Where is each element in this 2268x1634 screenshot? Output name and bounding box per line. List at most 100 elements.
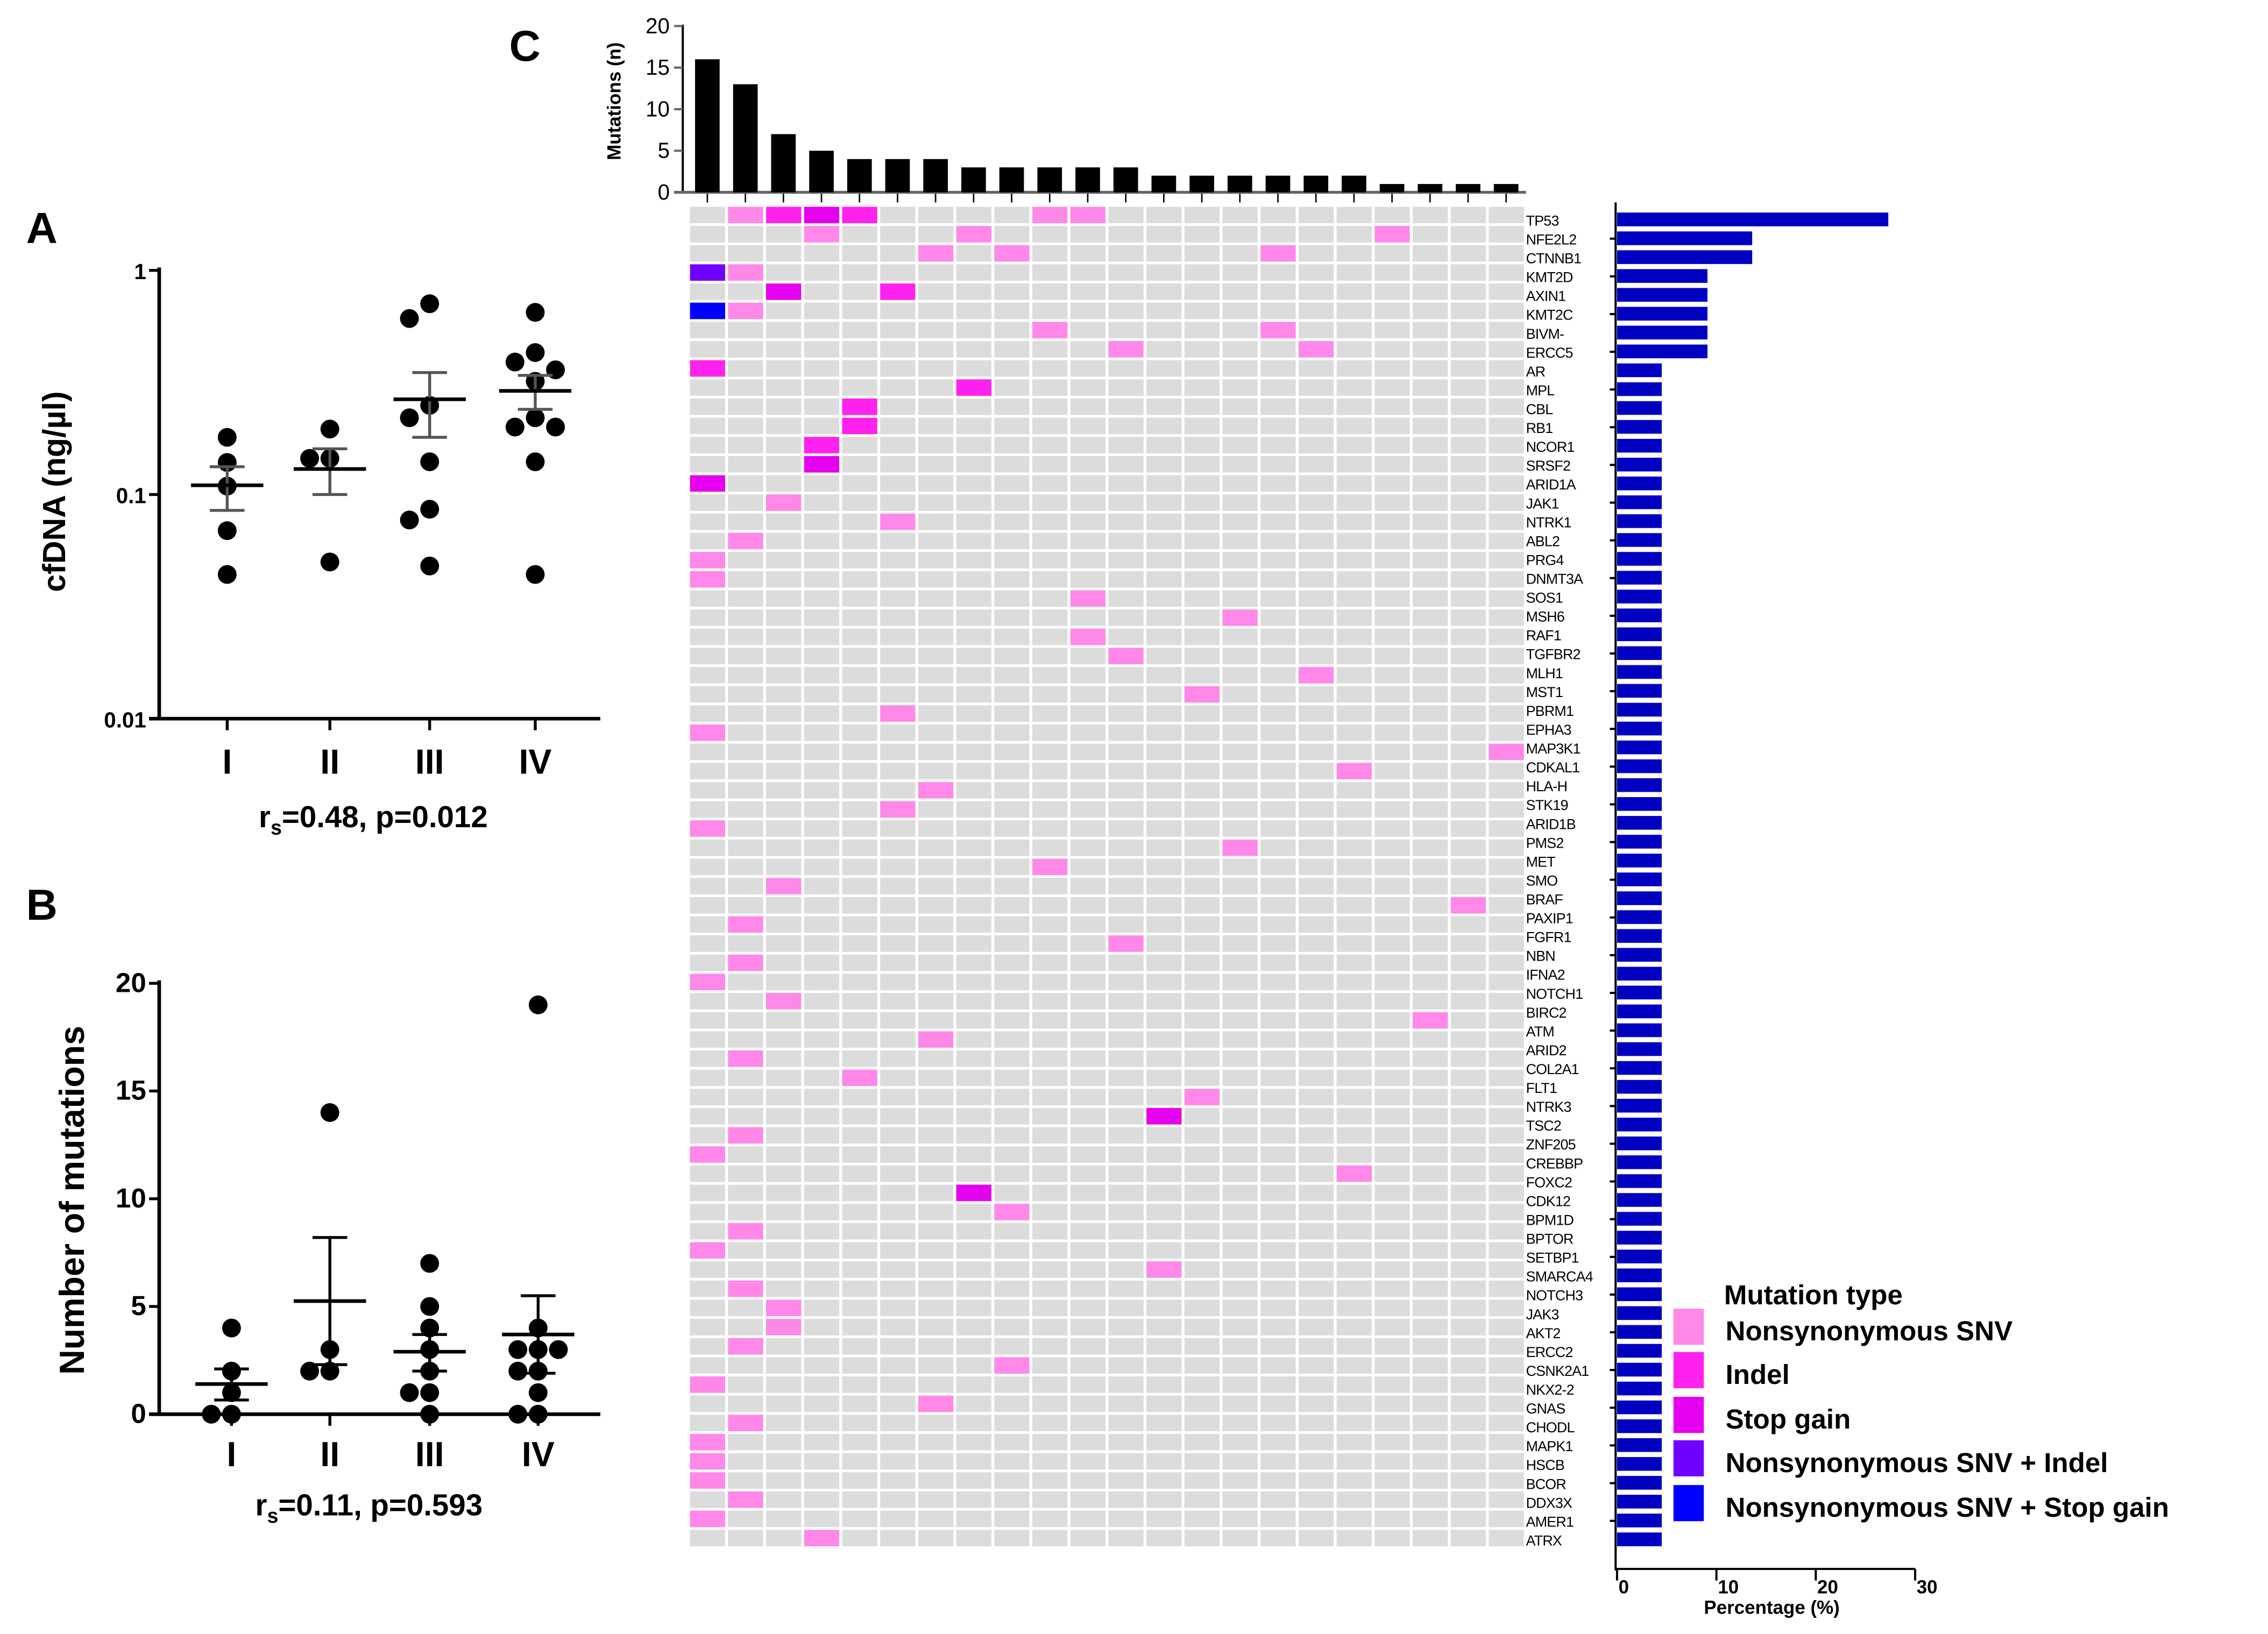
- empty-cell: [1413, 513, 1448, 530]
- empty-cell: [956, 878, 991, 894]
- empty-cell: [1108, 782, 1144, 799]
- empty-cell: [994, 1280, 1030, 1297]
- gene-frequency-bar: [1617, 759, 1662, 773]
- empty-cell: [1032, 1089, 1068, 1105]
- gene-frequency-bar: [1617, 1400, 1662, 1415]
- empty-cell: [1336, 1530, 1372, 1546]
- empty-cell: [1260, 801, 1296, 818]
- gene-label: SRSF2: [1526, 458, 1571, 474]
- empty-cell: [1336, 782, 1372, 799]
- empty-cell: [994, 379, 1030, 396]
- gene-label: JAK3: [1526, 1306, 1559, 1323]
- mutation-cell-snv: [766, 993, 802, 1010]
- empty-cell: [1108, 322, 1144, 339]
- empty-cell: [804, 743, 840, 761]
- empty-cell: [1298, 1204, 1334, 1220]
- empty-cell: [880, 245, 916, 262]
- empty-cell: [1336, 379, 1372, 396]
- empty-cell: [1489, 1338, 1524, 1355]
- empty-cell: [1184, 1012, 1220, 1029]
- empty-cell: [1450, 207, 1486, 224]
- empty-cell: [1108, 1376, 1144, 1393]
- empty-cell: [842, 302, 877, 319]
- empty-cell: [994, 1530, 1030, 1546]
- empty-cell: [1032, 1491, 1068, 1508]
- empty-cell: [842, 1453, 877, 1470]
- empty-cell: [994, 1415, 1030, 1432]
- empty-cell: [690, 590, 725, 607]
- gene-frequency-bar: [1617, 438, 1662, 453]
- empty-cell: [1450, 839, 1486, 856]
- empty-cell: [1298, 1089, 1334, 1105]
- gene-label: BPTOR: [1526, 1231, 1574, 1247]
- empty-cell: [1298, 1472, 1334, 1489]
- empty-cell: [1184, 1223, 1220, 1240]
- empty-cell: [1108, 1453, 1144, 1470]
- empty-cell: [728, 1165, 763, 1182]
- empty-cell: [918, 724, 954, 741]
- empty-cell: [994, 1472, 1030, 1489]
- empty-cell: [1070, 532, 1106, 550]
- empty-cell: [842, 935, 877, 952]
- y-axis-label: Number of mutations: [53, 1026, 91, 1375]
- empty-cell: [804, 935, 840, 952]
- empty-cell: [880, 897, 916, 914]
- empty-cell: [1146, 916, 1182, 933]
- empty-cell: [1336, 1261, 1372, 1278]
- gene-label: CSNK2A1: [1526, 1363, 1589, 1379]
- empty-cell: [842, 571, 877, 588]
- mutation-cell-snv: [1260, 322, 1296, 339]
- empty-cell: [1260, 398, 1296, 415]
- empty-cell: [842, 590, 877, 607]
- empty-cell: [728, 801, 763, 818]
- empty-cell: [1108, 724, 1144, 741]
- empty-cell: [1298, 935, 1334, 952]
- empty-cell: [1222, 398, 1258, 415]
- sample-mutation-bar: [1493, 184, 1519, 193]
- empty-cell: [1070, 1204, 1106, 1220]
- mutation-cell-stop: [690, 475, 725, 492]
- empty-cell: [1222, 705, 1258, 722]
- empty-cell: [1108, 245, 1144, 262]
- empty-cell: [766, 475, 802, 492]
- gene-label: NTRK3: [1526, 1099, 1571, 1115]
- empty-cell: [918, 322, 954, 339]
- empty-cell: [804, 1146, 840, 1163]
- empty-cell: [1032, 226, 1068, 243]
- empty-cell: [1450, 974, 1486, 991]
- empty-cell: [1184, 398, 1220, 415]
- empty-cell: [880, 686, 916, 703]
- empty-cell: [1298, 1050, 1334, 1067]
- empty-cell: [842, 1319, 877, 1335]
- gene-label: CDKAL1: [1526, 759, 1580, 776]
- empty-cell: [918, 628, 954, 645]
- empty-cell: [1450, 360, 1486, 377]
- empty-cell: [1184, 456, 1220, 473]
- empty-cell: [1489, 513, 1524, 530]
- empty-cell: [1146, 1204, 1182, 1220]
- empty-cell: [766, 1012, 802, 1029]
- empty-cell: [956, 1299, 991, 1317]
- gene-label: ERCC5: [1526, 345, 1573, 361]
- empty-cell: [1184, 993, 1220, 1010]
- empty-cell: [1298, 1107, 1334, 1125]
- empty-cell: [1336, 935, 1372, 952]
- empty-cell: [918, 1184, 954, 1202]
- empty-cell: [1032, 283, 1068, 300]
- empty-cell: [1032, 1395, 1068, 1412]
- empty-cell: [1146, 878, 1182, 894]
- empty-cell: [1489, 897, 1524, 914]
- empty-cell: [1450, 437, 1486, 453]
- mutation-cell-snv: [728, 532, 763, 550]
- empty-cell: [1336, 1242, 1372, 1259]
- gene-frequency-bar: [1617, 477, 1662, 491]
- empty-cell: [1489, 590, 1524, 607]
- panel-c-oncoprint: [690, 207, 1524, 1546]
- empty-cell: [690, 1491, 725, 1508]
- mutation-cell-snv: [880, 801, 916, 818]
- empty-cell: [1489, 360, 1524, 377]
- mutation-cell-snv: [1108, 341, 1144, 358]
- gene-label: MLH1: [1526, 665, 1563, 681]
- mutation-cell-snv: [956, 226, 991, 243]
- mutation-cell-stop: [1146, 1107, 1182, 1125]
